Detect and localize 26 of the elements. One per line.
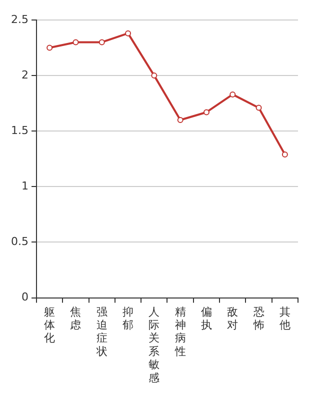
point bbox=[46, 44, 53, 51]
x-tick-label: 偏执 bbox=[200, 305, 212, 332]
y-tick-label: 1.5 bbox=[10, 124, 28, 137]
x-tick-label: 人际关系敏感 bbox=[148, 305, 160, 384]
y-tick-label: 0 bbox=[21, 290, 28, 304]
y-tick-label: 2 bbox=[21, 68, 28, 82]
x-tick-label: 强迫症状 bbox=[95, 305, 108, 358]
x-tick-label: 抑郁 bbox=[122, 305, 134, 332]
x-tick-label: 精神病性 bbox=[174, 305, 186, 358]
point bbox=[177, 117, 184, 124]
x-tick-label: 躯体化 bbox=[44, 305, 56, 345]
y-tick-label: 0.5 bbox=[10, 235, 28, 248]
point bbox=[230, 91, 236, 98]
y-tick-label: 1 bbox=[21, 180, 28, 193]
point bbox=[282, 151, 288, 158]
y-tick-label: 2.5 bbox=[10, 12, 28, 26]
x-tick-label: 其他 bbox=[279, 305, 290, 332]
x-tick-label: 焦虑 bbox=[70, 305, 82, 332]
point bbox=[98, 39, 105, 46]
x-tick-label: 敌对 bbox=[227, 305, 238, 332]
point bbox=[203, 109, 210, 116]
x-tick-label: 恐怖 bbox=[252, 305, 264, 332]
point bbox=[125, 30, 132, 36]
point bbox=[256, 104, 262, 111]
point bbox=[151, 72, 158, 79]
point bbox=[72, 39, 79, 46]
